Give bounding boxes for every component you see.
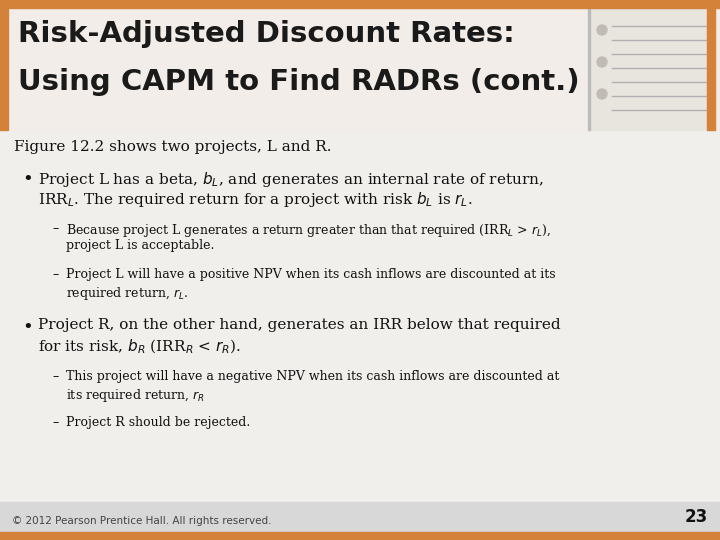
Text: –: –: [52, 416, 58, 429]
Text: Project L will have a positive NPV when its cash inflows are discounted at its: Project L will have a positive NPV when …: [66, 268, 556, 281]
Text: required return, $r_L$.: required return, $r_L$.: [66, 285, 189, 302]
Text: © 2012 Pearson Prentice Hall. All rights reserved.: © 2012 Pearson Prentice Hall. All rights…: [12, 516, 271, 526]
Circle shape: [597, 25, 607, 35]
Text: Project R, on the other hand, generates an IRR below that required: Project R, on the other hand, generates …: [38, 318, 561, 332]
Bar: [0, 502, 720, 540]
Bar: [0, 0, 720, 8]
Bar: [590, 8, 715, 130]
Bar: [0, 532, 720, 540]
Text: –: –: [52, 222, 58, 235]
Bar: [588, 8, 590, 130]
Text: its required return, $r_R$: its required return, $r_R$: [66, 387, 205, 404]
Text: This project will have a negative NPV when its cash inflows are discounted at: This project will have a negative NPV wh…: [66, 370, 559, 383]
Text: •: •: [22, 170, 32, 188]
Text: Figure 12.2 shows two projects, L and R.: Figure 12.2 shows two projects, L and R.: [14, 140, 331, 154]
Bar: [0, 8, 720, 130]
Text: 23: 23: [685, 508, 708, 526]
Circle shape: [597, 57, 607, 67]
Bar: [0, 8, 8, 130]
Text: Project L has a beta, $b_L$, and generates an internal rate of return,: Project L has a beta, $b_L$, and generat…: [38, 170, 544, 189]
Text: for its risk, $b_R$ (IRR$_R$ < $r_R$).: for its risk, $b_R$ (IRR$_R$ < $r_R$).: [38, 338, 241, 356]
Bar: [707, 8, 715, 130]
Text: –: –: [52, 268, 58, 281]
Text: IRR$_L$. The required return for a project with risk $b_L$ is $r_L$.: IRR$_L$. The required return for a proje…: [38, 190, 473, 209]
Text: –: –: [52, 370, 58, 383]
Text: project L is acceptable.: project L is acceptable.: [66, 239, 215, 252]
Circle shape: [597, 89, 607, 99]
Text: Because project L generates a return greater than that required (IRR$_L$ > $r_L$: Because project L generates a return gre…: [66, 222, 552, 239]
Text: •: •: [22, 318, 32, 336]
Text: Risk-Adjusted Discount Rates:: Risk-Adjusted Discount Rates:: [18, 20, 515, 48]
Bar: [0, 130, 720, 502]
Text: Using CAPM to Find RADRs (cont.): Using CAPM to Find RADRs (cont.): [18, 68, 580, 96]
Text: Project R should be rejected.: Project R should be rejected.: [66, 416, 251, 429]
